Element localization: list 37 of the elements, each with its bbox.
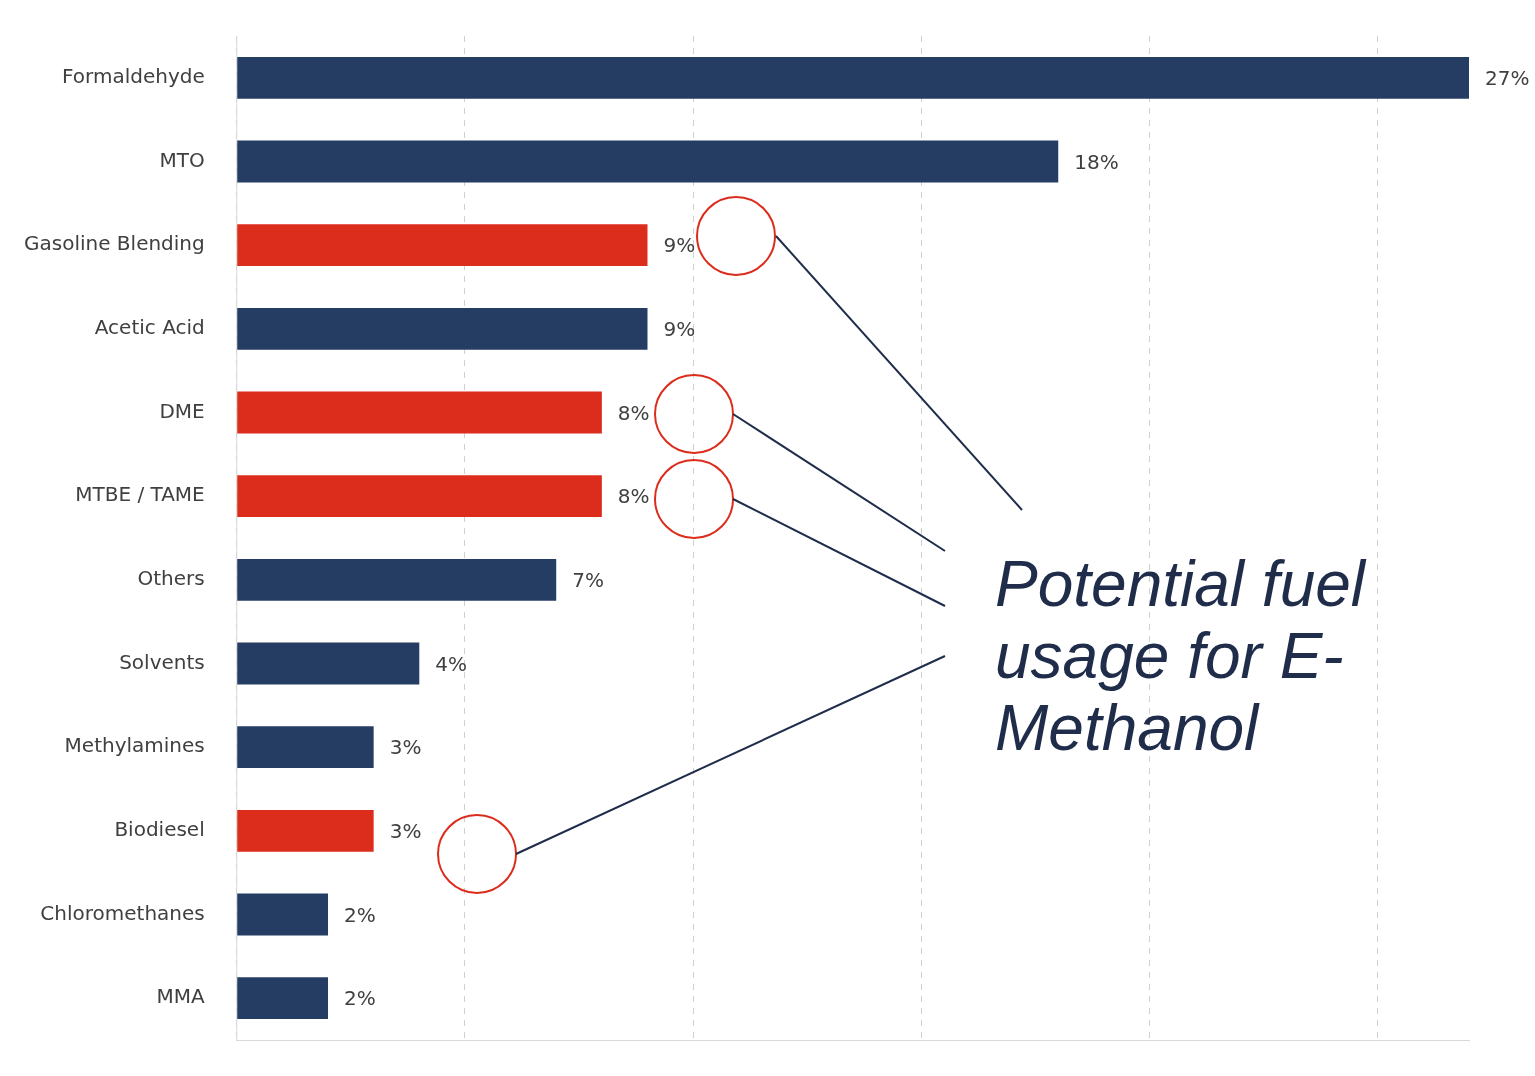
data-label: 9% <box>663 317 696 342</box>
data-label: 2% <box>344 986 376 1011</box>
data-label: 8% <box>617 484 650 509</box>
y-tick-label: MMA <box>156 984 206 1009</box>
bar <box>237 56 1469 99</box>
bar <box>237 809 374 852</box>
data-label: 18% <box>1074 149 1119 174</box>
bar <box>237 307 648 350</box>
bar <box>237 140 1059 183</box>
bar <box>237 224 648 267</box>
y-tick-label: Acetic Acid <box>94 315 205 340</box>
y-tick-label: DME <box>159 398 205 423</box>
data-label: 3% <box>389 735 422 760</box>
data-label: 4% <box>435 651 468 676</box>
bar <box>237 726 374 769</box>
y-tick-label: Solvents <box>119 649 205 674</box>
data-label: 3% <box>389 819 422 844</box>
bar <box>237 558 557 601</box>
annotation: Potential fuel usage for E-Methanol <box>995 548 1368 764</box>
y-tick-label: Methylamines <box>64 733 205 758</box>
data-label: 27% <box>1485 66 1530 91</box>
bar <box>237 642 420 685</box>
bar <box>237 893 329 936</box>
bar <box>237 475 602 518</box>
data-label: 7% <box>572 568 604 593</box>
y-tick-label: Biodiesel <box>114 817 205 842</box>
y-tick-label: Formaldehyde <box>62 64 205 89</box>
y-tick-label: Others <box>137 566 205 591</box>
data-label: 2% <box>344 902 376 927</box>
y-tick-label: Chloromethanes <box>40 900 205 925</box>
y-tick-label: MTO <box>159 147 205 172</box>
bar <box>237 391 602 434</box>
data-label: 9% <box>663 233 696 258</box>
y-tick-label: Gasoline Blending <box>23 231 205 256</box>
data-label: 8% <box>617 400 650 425</box>
bar <box>237 977 329 1020</box>
y-tick-label: MTBE / TAME <box>75 482 205 507</box>
